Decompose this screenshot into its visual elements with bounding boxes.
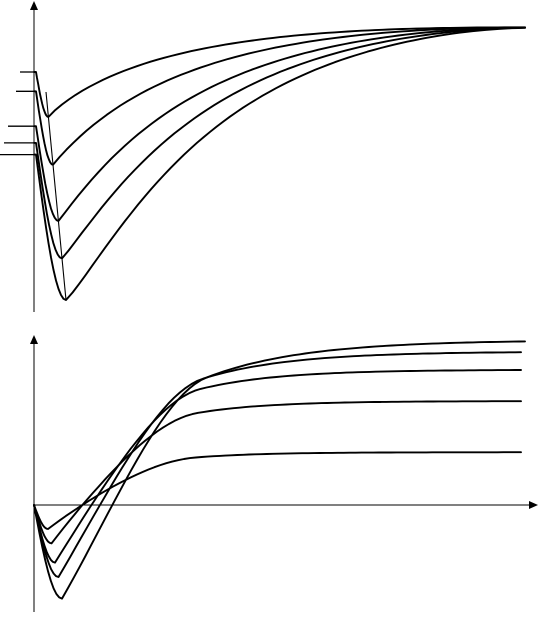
top-curve: [33, 26, 526, 301]
bottom-panel: [30, 335, 538, 612]
top-curve: [33, 26, 526, 222]
bottom-x-axis-arrow: [529, 501, 538, 509]
bottom-curve: [33, 340, 526, 600]
bottom-y-axis-arrow: [30, 335, 38, 344]
bottom-curve: [33, 351, 522, 578]
top-curve: [33, 26, 526, 166]
top-curve-family: [33, 26, 526, 301]
bottom-curve: [33, 400, 522, 545]
top-curve: [33, 26, 526, 260]
top-panel: [0, 1, 526, 312]
start-level-markers: [0, 71, 34, 156]
bottom-curve: [33, 369, 522, 564]
top-curve: [33, 26, 526, 118]
top-y-axis-arrow: [30, 1, 38, 10]
bottom-curve-family: [33, 340, 526, 600]
valley-trend-line: [45, 91, 67, 301]
bottom-curve: [33, 451, 522, 530]
